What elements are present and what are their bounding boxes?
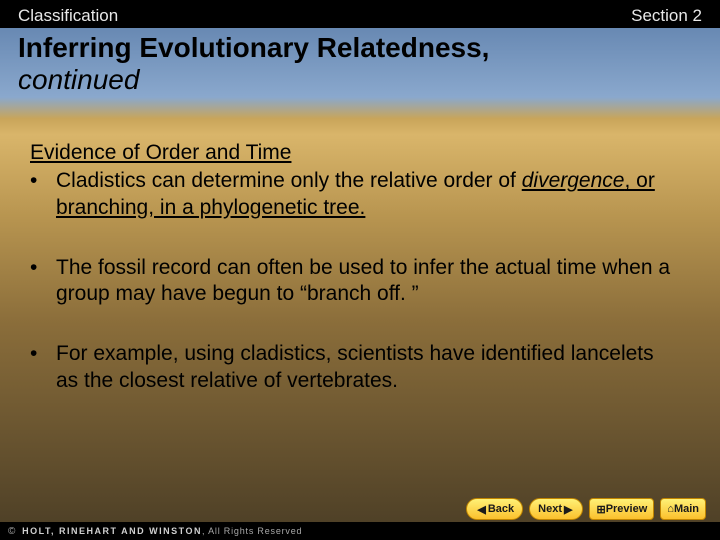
title-block: Inferring Evolutionary Relatedness, cont… — [18, 32, 702, 96]
bullet-text: Cladistics can determine only the relati… — [56, 168, 680, 221]
publisher: HOLT, RINEHART AND WINSTON — [22, 526, 202, 536]
next-label: Next — [538, 503, 562, 515]
main-button[interactable]: ⌂ Main — [660, 498, 706, 520]
slide-title: Inferring Evolutionary Relatedness, — [18, 32, 702, 64]
bullet-marker: • — [30, 255, 56, 308]
body-content: Evidence of Order and Time • Cladistics … — [30, 140, 680, 428]
copyright-icon: © — [8, 526, 16, 537]
header-bar: Classification Section 2 — [0, 0, 720, 28]
next-button[interactable]: Next ▶ — [529, 498, 583, 520]
preview-button[interactable]: ⊞ Preview — [589, 498, 654, 520]
slide: Classification Section 2 Inferring Evolu… — [0, 0, 720, 540]
preview-label: Preview — [606, 503, 648, 515]
rights: , All Rights Reserved — [202, 526, 302, 536]
footer-bar: © HOLT, RINEHART AND WINSTON , All Right… — [0, 522, 720, 540]
bullet-marker: • — [30, 168, 56, 221]
bullet-item: • Cladistics can determine only the rela… — [30, 168, 680, 221]
nav-bar: ◀ Back Next ▶ ⊞ Preview ⌂ Main — [466, 498, 706, 520]
bullet-text: For example, using cladistics, scientist… — [56, 341, 680, 394]
preview-icon: ⊞ — [596, 503, 605, 516]
bullet-marker: • — [30, 341, 56, 394]
main-label: Main — [674, 503, 699, 515]
back-arrow-icon: ◀ — [477, 503, 485, 516]
bullet-item: • The fossil record can often be used to… — [30, 255, 680, 308]
back-label: Back — [488, 503, 514, 515]
chapter-label: Classification — [18, 6, 118, 26]
bullet-text: The fossil record can often be used to i… — [56, 255, 680, 308]
home-icon: ⌂ — [667, 503, 674, 515]
subheading: Evidence of Order and Time — [30, 140, 680, 166]
section-label: Section 2 — [631, 6, 702, 26]
bullet-item: • For example, using cladistics, scienti… — [30, 341, 680, 394]
next-arrow-icon: ▶ — [564, 503, 572, 516]
back-button[interactable]: ◀ Back — [466, 498, 523, 520]
slide-subtitle: continued — [18, 64, 702, 96]
